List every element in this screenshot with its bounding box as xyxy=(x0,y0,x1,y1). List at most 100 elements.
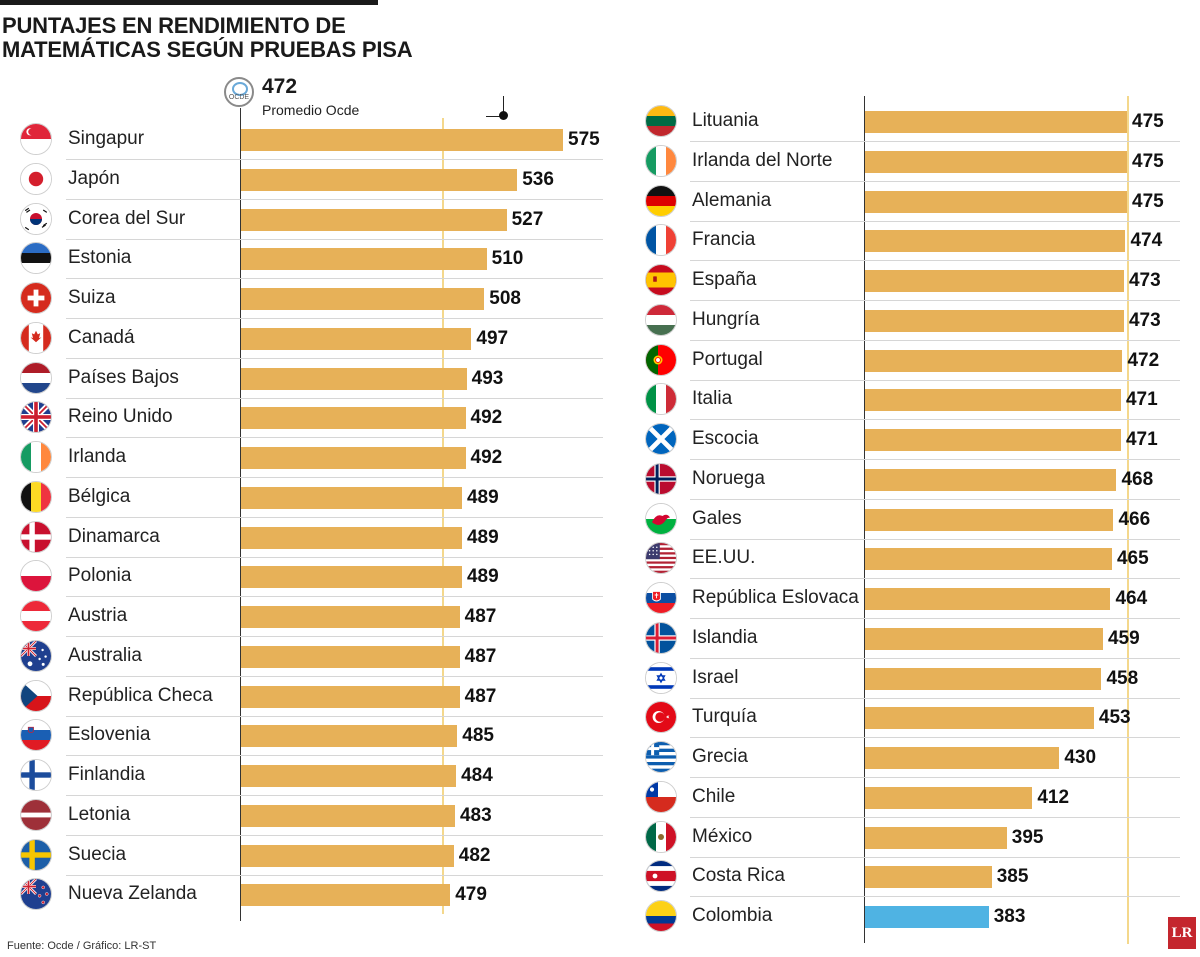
chart-row: Estonia 510 xyxy=(0,239,1200,280)
bar xyxy=(241,168,518,191)
chart-row: Canadá 497 xyxy=(0,319,1200,359)
value-label: 487 xyxy=(464,685,497,707)
value-label: 475 xyxy=(1132,111,1164,132)
row-divider xyxy=(690,498,1180,500)
chart-row: Costa Rica 385 xyxy=(0,857,1200,898)
bar xyxy=(865,349,1123,372)
country-label: Finlandia xyxy=(68,764,146,785)
wales-flag-icon xyxy=(645,502,677,535)
country-label: Irlanda xyxy=(68,446,127,467)
row-divider xyxy=(690,578,1180,580)
usa-flag-icon xyxy=(645,542,677,575)
chart-row: Colombia 383 xyxy=(0,897,1200,937)
chart-row: Suiza 508 xyxy=(0,279,1200,319)
country-label: Bélgica xyxy=(68,485,131,507)
row-divider xyxy=(66,795,603,796)
country-label: Gales xyxy=(692,507,742,529)
chart-row: Australia 487 xyxy=(0,637,1200,677)
bar xyxy=(241,645,460,668)
canada-flag-icon xyxy=(20,321,52,354)
bar xyxy=(241,844,454,867)
bar xyxy=(865,866,992,889)
south-korea-flag-icon xyxy=(20,202,52,235)
row-divider xyxy=(66,874,603,876)
value-label: 385 xyxy=(996,866,1029,888)
hungary-flag-icon xyxy=(645,303,677,336)
value-label: 497 xyxy=(476,327,509,349)
row-divider xyxy=(690,737,1180,739)
country-label: Italia xyxy=(692,388,733,410)
country-label: EE.UU. xyxy=(692,547,756,569)
average-label: Promedio Ocde xyxy=(262,102,360,118)
value-label: 487 xyxy=(464,645,497,667)
value-label: 474 xyxy=(1130,230,1163,252)
chart-row: México 395 xyxy=(0,818,1200,858)
chart-row: Corea del Sur 527 xyxy=(0,200,1200,240)
row-divider xyxy=(690,657,1180,659)
country-label: Singapur xyxy=(68,128,145,149)
row-divider xyxy=(66,437,603,439)
bar xyxy=(865,468,1117,491)
latvia-flag-icon xyxy=(20,798,52,831)
row-divider xyxy=(690,777,1180,778)
country-label: Irlanda del Norte xyxy=(692,149,833,171)
value-label: 475 xyxy=(1132,190,1164,212)
country-label: Costa Rica xyxy=(692,865,785,887)
value-label: 508 xyxy=(489,288,521,309)
norway-flag-icon xyxy=(645,462,677,495)
chart-row: Islandia 459 xyxy=(0,619,1200,659)
chart-row: Eslovenia 485 xyxy=(0,716,1200,757)
value-label: 479 xyxy=(455,884,487,906)
value-label: 458 xyxy=(1106,667,1139,689)
bar xyxy=(241,765,457,787)
country-label: Eslovenia xyxy=(68,724,151,746)
estonia-flag-icon xyxy=(20,242,52,275)
row-divider xyxy=(66,238,603,240)
chart-row: Italia 471 xyxy=(0,380,1200,421)
row-divider xyxy=(690,419,1180,421)
chart-title: PUNTAJES EN RENDIMIENTO DE MATEMÁTICAS S… xyxy=(2,14,413,62)
bar xyxy=(241,447,466,469)
row-divider xyxy=(690,856,1180,858)
bar xyxy=(865,906,989,928)
row-divider xyxy=(690,538,1180,540)
chart-row: España 473 xyxy=(0,261,1200,301)
bar xyxy=(865,548,1112,571)
row-divider xyxy=(690,379,1180,381)
value-label: 473 xyxy=(1128,309,1161,331)
bar xyxy=(241,685,460,708)
chart-row: Gales 466 xyxy=(0,500,1200,540)
spain-flag-icon xyxy=(645,264,677,296)
value-label: 483 xyxy=(459,804,492,826)
value-label: 536 xyxy=(522,168,554,190)
value-label: 487 xyxy=(464,606,497,627)
row-divider xyxy=(690,618,1180,619)
bar xyxy=(241,288,485,310)
finland-flag-icon xyxy=(20,759,52,791)
country-label: Alemania xyxy=(692,189,772,211)
value-label: 482 xyxy=(458,844,491,866)
row-divider xyxy=(66,477,603,478)
bar xyxy=(241,725,458,748)
turkey-flag-icon xyxy=(645,701,677,734)
chart-row: Francia 474 xyxy=(0,221,1200,262)
bar xyxy=(865,707,1094,730)
lithuania-flag-icon xyxy=(645,105,677,137)
country-label: Letonia xyxy=(68,803,131,825)
bar xyxy=(865,826,1007,849)
row-divider xyxy=(66,596,603,598)
bar xyxy=(865,150,1127,173)
bar xyxy=(865,508,1114,531)
row-divider xyxy=(66,755,603,757)
czech-flag-icon xyxy=(20,679,52,712)
row-divider xyxy=(66,357,603,359)
chart-row: Bélgica 489 xyxy=(0,478,1200,518)
row-divider xyxy=(66,318,603,319)
value-label: 395 xyxy=(1011,826,1044,848)
value-label: 489 xyxy=(466,486,499,508)
row-divider xyxy=(690,141,1180,142)
chart-row: Turquía 453 xyxy=(0,698,1200,739)
row-divider xyxy=(66,636,603,637)
value-label: 492 xyxy=(470,407,503,429)
portugal-flag-icon xyxy=(645,343,677,376)
